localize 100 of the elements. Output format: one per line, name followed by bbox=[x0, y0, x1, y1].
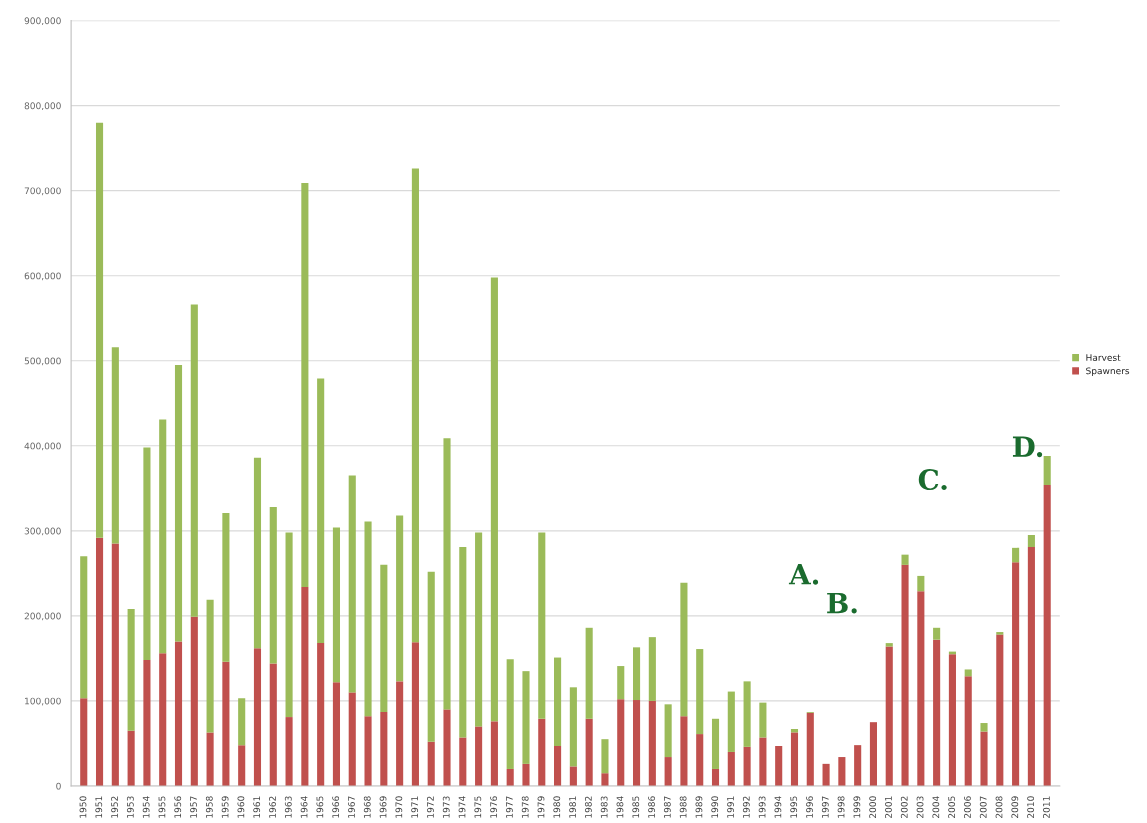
x-tick-label: 1989 bbox=[695, 796, 703, 818]
y-tick-label: 400,000 bbox=[24, 442, 61, 451]
x-tick-label: 1972 bbox=[427, 796, 434, 818]
legend-label: Spawners bbox=[1086, 367, 1130, 376]
bar bbox=[569, 687, 577, 767]
x-tick-label: 1981 bbox=[569, 796, 576, 818]
bar bbox=[348, 692, 356, 786]
bar bbox=[1012, 562, 1020, 786]
x-tick-label: 1991 bbox=[727, 796, 734, 818]
x-tick-label: 1990 bbox=[711, 796, 719, 818]
bar bbox=[80, 556, 88, 699]
bar bbox=[222, 512, 230, 662]
bar bbox=[174, 641, 183, 786]
x-tick-label: 1962 bbox=[269, 796, 276, 818]
bar bbox=[506, 659, 514, 769]
bar bbox=[111, 347, 119, 544]
bar bbox=[317, 378, 325, 644]
x-tick-label: 2005 bbox=[948, 796, 956, 818]
x-tick-label: 1961 bbox=[253, 796, 261, 818]
bar bbox=[269, 663, 277, 786]
bar bbox=[285, 717, 293, 786]
x-tick-label: 2006 bbox=[964, 796, 971, 818]
bar bbox=[601, 773, 609, 786]
y-tick-label: 500,000 bbox=[24, 357, 61, 366]
bar bbox=[80, 698, 88, 786]
x-tick-label: 1980 bbox=[553, 796, 561, 818]
x-tick-label: 2008 bbox=[995, 796, 1003, 818]
bar bbox=[838, 757, 846, 786]
bar bbox=[506, 768, 514, 786]
bar bbox=[475, 726, 483, 786]
x-tick-label: 1954 bbox=[142, 796, 150, 818]
bar bbox=[348, 475, 356, 693]
bar bbox=[869, 722, 878, 786]
x-tick-label: 1953 bbox=[126, 796, 134, 818]
bar bbox=[933, 627, 941, 640]
x-tick-label: 2001 bbox=[885, 796, 892, 818]
bar bbox=[380, 711, 388, 786]
bar bbox=[222, 661, 230, 786]
bar bbox=[964, 676, 972, 786]
x-tick-label: 1951 bbox=[95, 796, 103, 818]
bar bbox=[490, 277, 498, 722]
bar bbox=[790, 732, 799, 786]
x-tick-label: 1970 bbox=[395, 796, 403, 818]
bar bbox=[111, 543, 119, 786]
bar bbox=[253, 457, 262, 649]
x-tick-label: 2010 bbox=[1027, 796, 1035, 818]
bar bbox=[664, 704, 672, 758]
legend-label: Harvest bbox=[1086, 354, 1121, 361]
x-tick-label: 1971 bbox=[411, 796, 419, 818]
bar bbox=[127, 609, 135, 731]
bar bbox=[411, 642, 419, 786]
bar bbox=[364, 716, 372, 786]
bar bbox=[317, 643, 325, 786]
bar bbox=[238, 698, 246, 746]
bar bbox=[601, 739, 609, 774]
x-tick-label: 1963 bbox=[284, 796, 292, 818]
x-tick-label: 1973 bbox=[442, 796, 450, 818]
bar bbox=[1027, 546, 1035, 786]
bar bbox=[332, 527, 341, 683]
bar bbox=[632, 647, 641, 701]
bar bbox=[680, 716, 688, 786]
x-tick-label: 1956 bbox=[174, 796, 182, 818]
bar bbox=[759, 737, 767, 786]
bar bbox=[980, 731, 988, 786]
bar bbox=[727, 691, 735, 752]
bar bbox=[269, 507, 277, 664]
x-tick-label: 1993 bbox=[758, 796, 766, 818]
bar bbox=[95, 122, 104, 538]
bar bbox=[1043, 456, 1051, 485]
bar bbox=[538, 718, 546, 786]
bar bbox=[617, 666, 625, 700]
x-tick-label: 1999 bbox=[853, 796, 861, 818]
y-tick-label: 900,000 bbox=[24, 17, 61, 26]
bar bbox=[459, 546, 467, 738]
x-tick-label: 1969 bbox=[379, 796, 387, 818]
y-tick-label: 800,000 bbox=[24, 102, 61, 111]
x-tick-label: 1957 bbox=[190, 796, 197, 818]
x-tick-label: 1955 bbox=[158, 796, 166, 818]
bar bbox=[190, 304, 198, 617]
bar bbox=[1012, 547, 1020, 563]
bar bbox=[854, 745, 862, 786]
bar bbox=[743, 746, 751, 786]
bar bbox=[396, 515, 404, 682]
bar bbox=[585, 627, 593, 719]
x-tick-label: 2007 bbox=[979, 796, 987, 818]
bar bbox=[617, 699, 625, 786]
bar bbox=[159, 653, 167, 786]
bar bbox=[933, 639, 941, 786]
x-tick-label: 1976 bbox=[490, 796, 498, 818]
bar bbox=[396, 681, 404, 786]
bar bbox=[711, 718, 720, 769]
x-tick-label: 2011 bbox=[1042, 796, 1050, 818]
bar bbox=[917, 575, 925, 592]
x-tick-label: 1992 bbox=[742, 796, 750, 818]
bar bbox=[538, 532, 546, 719]
bar bbox=[332, 682, 341, 786]
x-tick-label: 1974 bbox=[458, 796, 466, 818]
bar bbox=[364, 521, 372, 717]
x-tick-label: 1984 bbox=[616, 796, 624, 818]
x-tick-label: 1960 bbox=[237, 796, 245, 818]
